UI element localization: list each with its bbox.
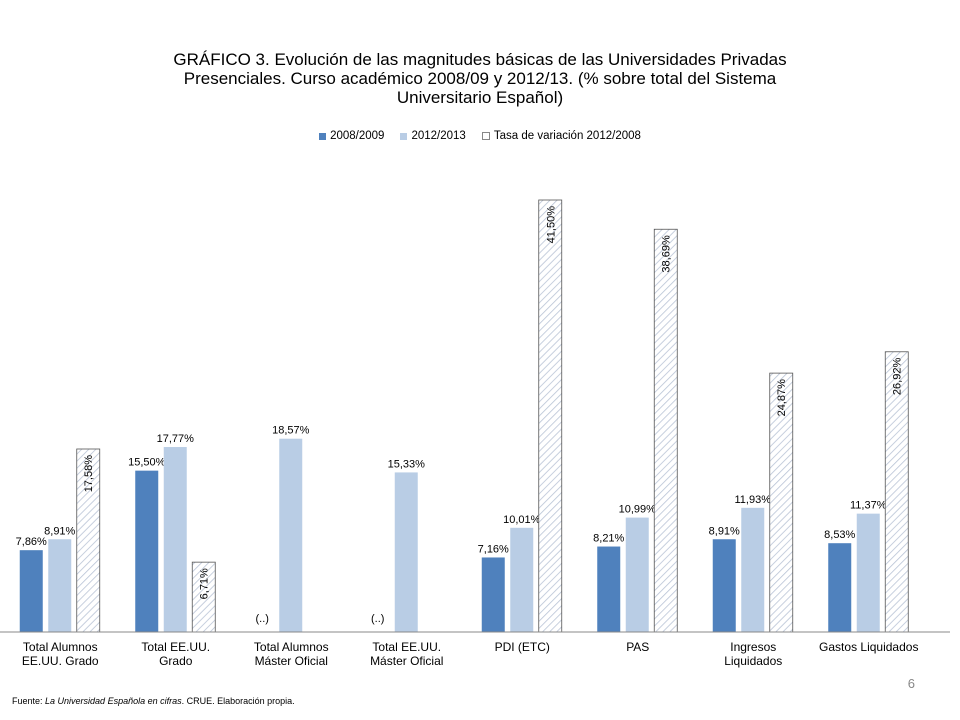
legend-item-2012: 2012/2013 xyxy=(400,130,466,142)
data-label: 18,57% xyxy=(272,425,310,437)
data-label: 17,58% xyxy=(83,455,95,493)
bar-2012-2013-7 xyxy=(856,513,880,632)
bar-2012-2013-3 xyxy=(394,472,418,632)
bar-2012-2013-0 xyxy=(48,539,72,632)
source-suffix: . CRUE. Elaboración propia. xyxy=(181,696,295,706)
legend-swatch xyxy=(481,132,490,140)
data-label: 8,91% xyxy=(44,525,75,537)
page-number: 6 xyxy=(907,676,915,691)
legend-label: 2012/2013 xyxy=(411,130,466,142)
data-label: 41,50% xyxy=(545,206,557,244)
data-label: 7,16% xyxy=(478,543,509,555)
data-label: 26,92% xyxy=(892,358,904,396)
data-label: 8,21% xyxy=(593,533,624,545)
data-label: 6,71% xyxy=(199,568,211,599)
data-label: 7,86% xyxy=(16,536,47,548)
data-label: 8,53% xyxy=(824,529,855,541)
legend-item-2008: 2008/2009 xyxy=(319,130,384,142)
data-label: 11,93% xyxy=(735,494,772,506)
x-tick-label: EE.UU. Grado xyxy=(22,654,99,668)
chart-title-line: Presenciales. Curso académico 2008/09 y … xyxy=(183,69,777,88)
x-tick-label: Total Alumnos xyxy=(254,640,329,654)
x-tick-label: Liquidados xyxy=(724,654,782,668)
bar-2008-2009-7 xyxy=(828,543,852,632)
bar-tasa-de-variaci-n-2012-2008-5 xyxy=(653,228,678,633)
chart-legend: 2008/2009 2012/2013 Tasa de variación 20… xyxy=(0,130,960,142)
x-tick-label: Máster Oficial xyxy=(255,654,328,668)
data-label: 15,50% xyxy=(128,457,166,469)
legend-label: 2008/2009 xyxy=(330,130,385,142)
chart-title: GRÁFICO 3. Evolución de las magnitudes b… xyxy=(130,50,830,107)
data-label: 10,01% xyxy=(503,514,541,526)
bar-2012-2013-4 xyxy=(510,527,534,632)
bar-2008-2009-0 xyxy=(19,550,43,632)
bar-2008-2009-4 xyxy=(481,557,505,632)
data-label: (..) xyxy=(256,613,269,625)
data-label: 17,77% xyxy=(157,433,195,445)
x-tick-label: PDI (ETC) xyxy=(495,640,550,654)
bar-2012-2013-2 xyxy=(279,438,303,632)
legend-swatch xyxy=(319,132,327,140)
data-label: (..) xyxy=(371,613,384,625)
x-tick-label: Total Alumnos xyxy=(23,640,98,654)
x-tick-label: Grado xyxy=(159,654,193,668)
bar-2008-2009-5 xyxy=(597,546,621,632)
bar-2012-2013-1 xyxy=(163,447,187,632)
bar-2012-2013-6 xyxy=(741,507,765,632)
chart-title-line: Universitario Español) xyxy=(396,88,564,107)
bar-2008-2009-1 xyxy=(135,470,159,632)
x-tick-label: Total EE.UU. xyxy=(372,640,441,654)
chart-title-line: GRÁFICO 3. Evolución de las magnitudes b… xyxy=(173,50,787,69)
data-label: 38,69% xyxy=(661,235,673,273)
x-tick-label: Total EE.UU. xyxy=(141,640,210,654)
source-title: La Universidad Española en cifras xyxy=(45,696,182,706)
source-note: Fuente: La Universidad Española en cifra… xyxy=(12,696,295,706)
data-label: 15,33% xyxy=(388,458,426,470)
data-label: 10,99% xyxy=(619,504,657,516)
legend-item-variation: Tasa de variación 2012/2008 xyxy=(481,130,641,142)
data-label: 8,91% xyxy=(709,525,740,537)
x-tick-label: Gastos Liquidados xyxy=(819,640,918,654)
x-tick-label: Máster Oficial xyxy=(370,654,443,668)
bar-2008-2009-6 xyxy=(712,539,736,632)
x-tick-label: Ingresos xyxy=(730,640,776,654)
bar-tasa-de-variaci-n-2012-2008-4 xyxy=(538,199,563,633)
legend-swatch xyxy=(400,132,408,140)
bar-2012-2013-5 xyxy=(625,517,649,632)
data-label: 24,87% xyxy=(776,379,788,417)
legend-label: Tasa de variación 2012/2008 xyxy=(493,130,641,142)
x-tick-label: PAS xyxy=(626,640,649,654)
data-label: 11,37% xyxy=(850,500,887,512)
source-prefix: Fuente: xyxy=(12,696,46,706)
